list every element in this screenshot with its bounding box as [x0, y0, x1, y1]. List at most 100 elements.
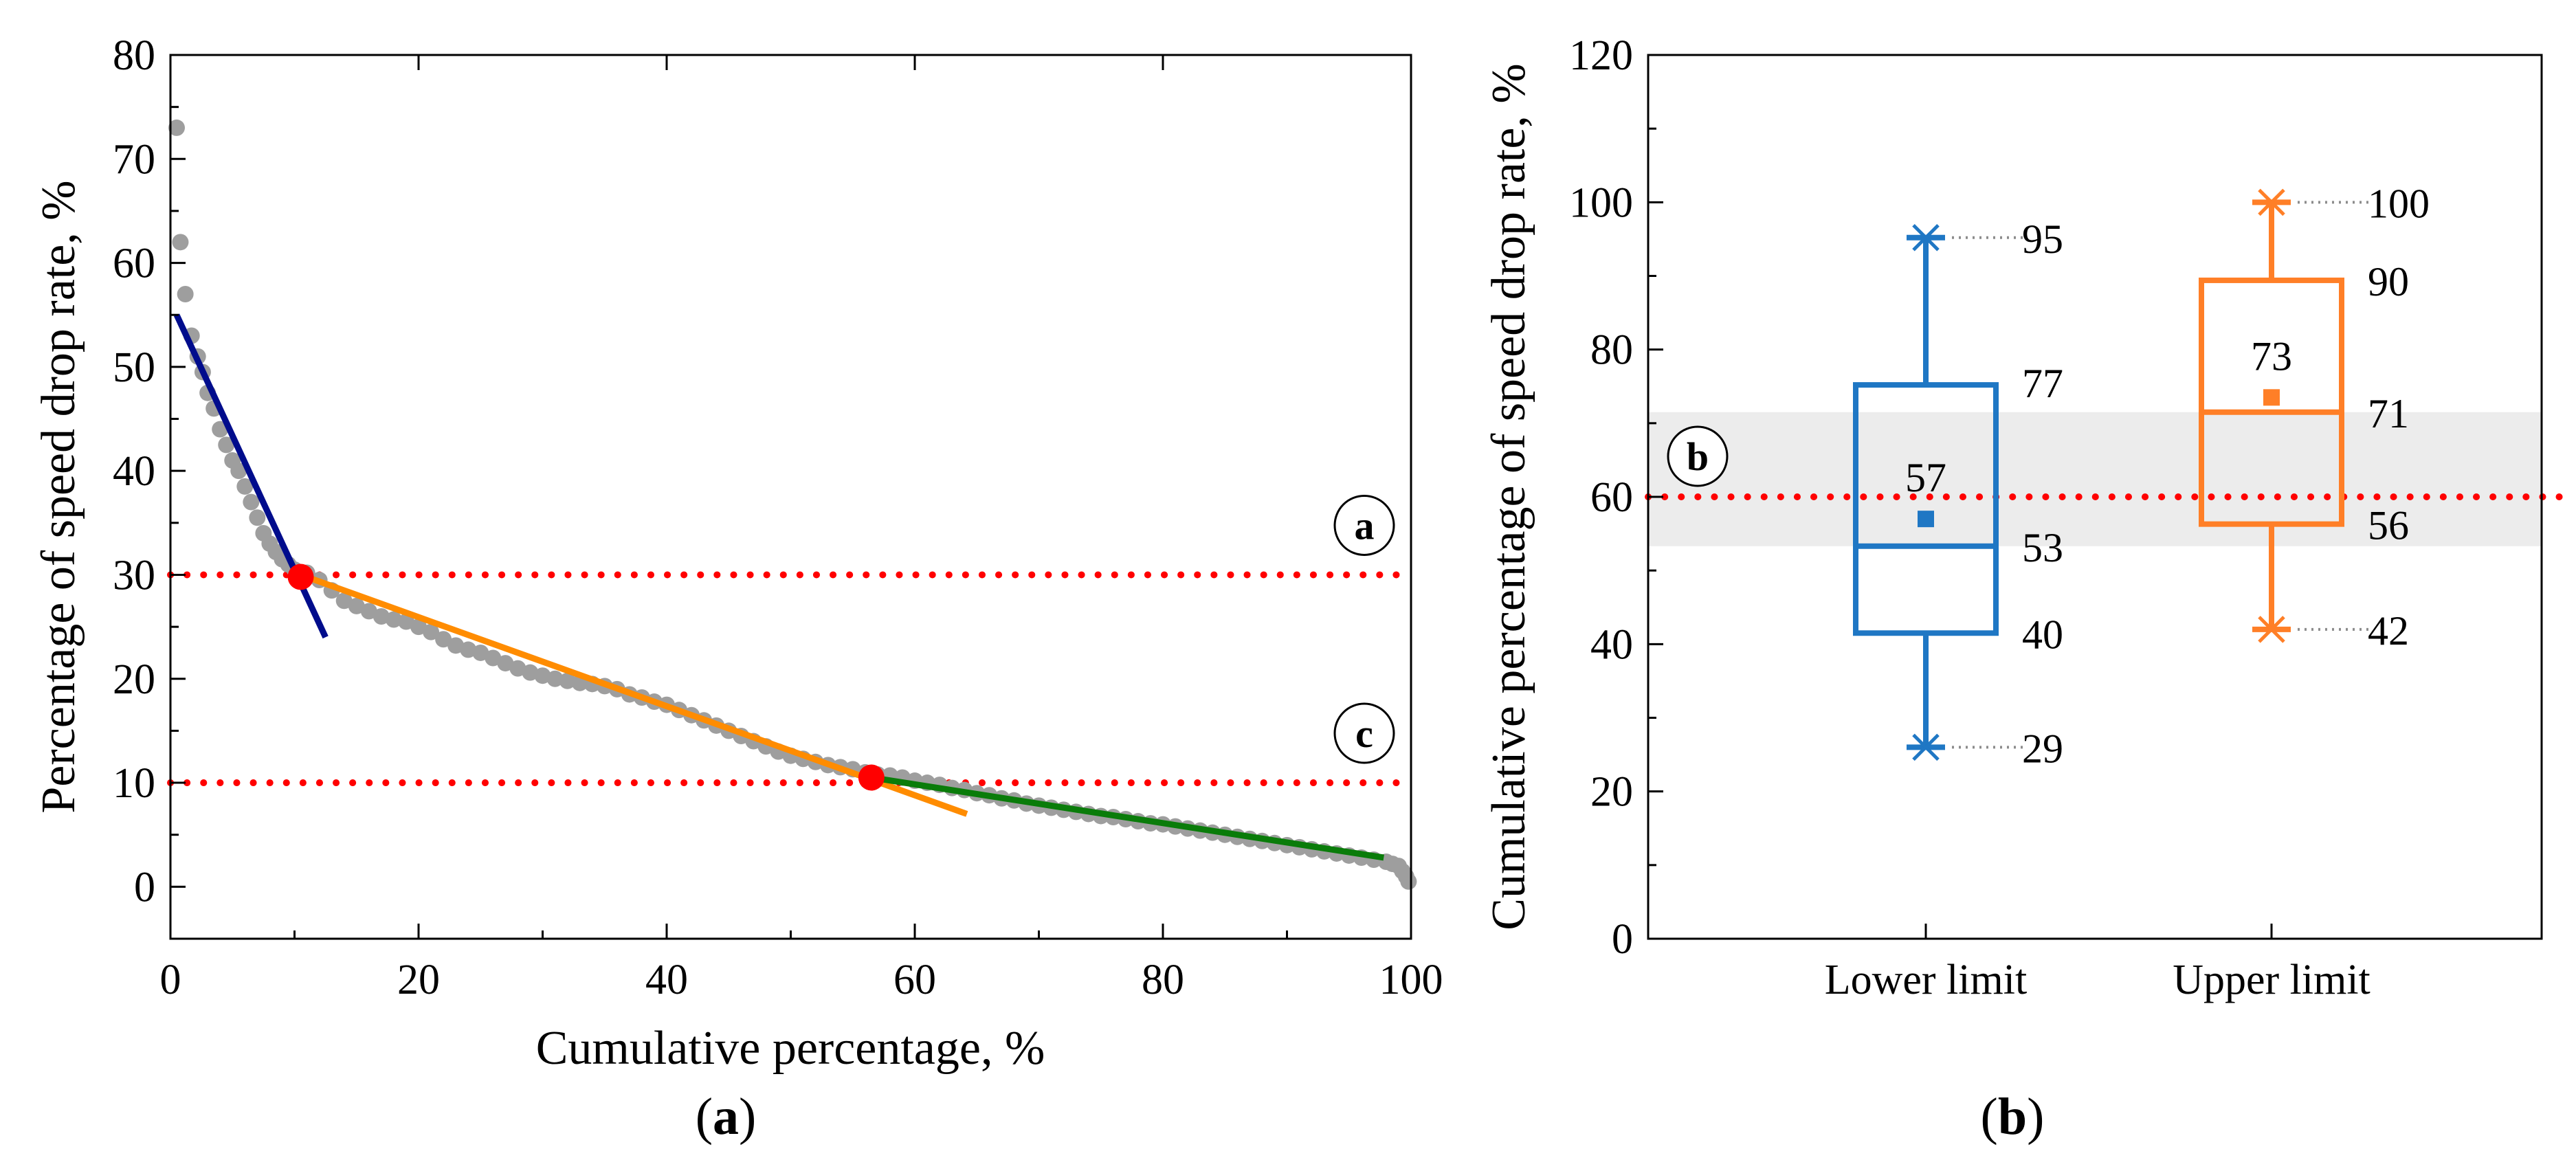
a-y-tick-label: 70: [113, 136, 155, 183]
a-scatter-point: [435, 631, 452, 648]
a-scatter-point: [360, 603, 377, 620]
a-scatter-point: [385, 611, 402, 628]
b-label-max: 100: [2368, 181, 2430, 226]
a-panel-letter: a: [713, 1088, 739, 1146]
a-scatter-point: [397, 613, 414, 630]
b-shaded-band-rect: [1648, 412, 2542, 546]
b-mean-marker: [2263, 389, 2280, 406]
a-scatter-point: [423, 623, 440, 640]
a-panel-label: (a): [696, 1088, 757, 1146]
b-extreme-marker-stroke: [1912, 224, 1940, 252]
a-fit-lines: [173, 313, 1384, 861]
a-circle-label-c-ring: [1333, 702, 1395, 764]
a-breakpoints: [287, 564, 885, 791]
b-label-max: 95: [2022, 216, 2063, 262]
a-fit-3-line: [871, 774, 1384, 861]
a-scatter-point: [534, 667, 551, 684]
b-circled-labels: b: [1667, 425, 1729, 487]
b-panel-letter: b: [1998, 1088, 2027, 1146]
a-x-tick-label: 0: [160, 957, 181, 1003]
a-panel-label-open: (: [696, 1088, 713, 1146]
b-y-tick-label: 60: [1590, 474, 1633, 521]
b-y-tick-label: 120: [1569, 32, 1633, 79]
b-label-median: 71: [2368, 391, 2409, 436]
b-x-axis: Lower limit Upper limit: [1825, 924, 2370, 1003]
b-box-rect: [2199, 277, 2344, 527]
b-x-category-label: Upper limit: [2173, 957, 2370, 1003]
b-shaded-band: [1648, 412, 2542, 546]
b-y-axis-label: Cumulative percentage of speed drop rate…: [1483, 63, 1535, 930]
a-y-tick-label: 20: [113, 656, 155, 703]
b-box-lower-limit: [1853, 224, 1999, 761]
a-y-tick-label: 30: [113, 552, 155, 599]
b-circle-label-b-ring: [1667, 425, 1729, 487]
a-plot-frame: [169, 54, 1412, 940]
a-x-tick-label: 40: [645, 957, 688, 1003]
b-y-tick-label: 100: [1569, 179, 1633, 226]
a-circle-label-c: c: [1355, 711, 1373, 756]
a-y-tick-label: 60: [113, 241, 155, 287]
a-scatter-point: [348, 597, 365, 614]
a-scatter-point: [472, 644, 489, 661]
a-y-tick-label: 10: [113, 760, 155, 807]
a-x-tick-label: 80: [1142, 957, 1184, 1003]
a-scatter-point: [522, 664, 539, 681]
a-x-tick-label: 20: [397, 957, 440, 1003]
b-label-q3: 77: [2022, 361, 2063, 406]
b-x-category-label: Lower limit: [1825, 957, 2027, 1003]
a-y-axis: 0 10 20 30 40 50 60 70 80: [113, 32, 186, 940]
a-scatter-point: [172, 234, 189, 251]
a-x-tick-label: 60: [893, 957, 936, 1003]
b-label-q3: 90: [2368, 259, 2409, 304]
a-panel-label-close: ): [739, 1088, 756, 1146]
b-panel-label: (b): [1981, 1088, 2045, 1146]
panel-b-chart: 0 20 40 60 80 100 120 Lower limit Upper limit 9…: [1483, 32, 2576, 1146]
b-value-annotations: 95 77 53 40 29 57 100 90 71 56 42 73: [1905, 181, 2430, 771]
a-scatter-point: [410, 618, 427, 636]
a-x-axis-label: Cumulative percentage, %: [536, 1022, 1045, 1075]
b-box-rect: [1853, 382, 1999, 636]
a-scatter-point: [447, 637, 465, 654]
a-x-axis: 0 20 40 60 80 100: [160, 55, 1443, 1003]
b-box-upper-limit: [2199, 188, 2344, 643]
a-scatter-point: [373, 607, 390, 625]
a-fit-2-line: [300, 572, 968, 817]
a-y-tick-label: 50: [113, 344, 155, 391]
a-circle-label-a-ring: [1333, 494, 1395, 556]
a-scatter-point: [177, 285, 194, 302]
b-label-mean: 57: [1905, 455, 1946, 500]
a-y-tick-label: 0: [134, 864, 155, 911]
a-scatter-point: [1400, 873, 1417, 890]
b-box-plots: [1853, 188, 2344, 761]
a-scatter-point: [485, 649, 502, 667]
a-scatter-point: [218, 436, 235, 454]
b-label-q1: 56: [2368, 503, 2409, 548]
a-scatter-point: [236, 478, 254, 495]
b-label-mean: 73: [2251, 333, 2292, 379]
a-scatter-point: [559, 672, 576, 689]
b-extreme-marker-stroke: [1912, 733, 1940, 761]
b-y-tick-label: 20: [1590, 769, 1633, 816]
b-y-tick-label: 80: [1590, 327, 1633, 374]
b-extreme-marker-stroke: [2258, 616, 2285, 643]
a-scatter-point: [243, 493, 260, 511]
b-label-q1: 40: [2022, 612, 2063, 657]
a-y-tick-label: 40: [113, 448, 155, 495]
b-mean-marker: [1918, 511, 1934, 528]
b-panel-label-close: ): [2027, 1088, 2044, 1146]
b-label-min: 42: [2368, 608, 2409, 654]
a-circled-labels: ac: [1333, 494, 1395, 764]
a-scatter-point: [249, 509, 266, 526]
a-scatter-point: [168, 119, 186, 136]
b-extreme-marker-stroke: [2258, 188, 2285, 216]
a-scatter-point: [509, 660, 526, 677]
b-y-tick-label: 0: [1612, 916, 1633, 963]
a-y-axis-label: Percentage of speed drop rate, %: [32, 180, 85, 813]
b-label-min: 29: [2022, 726, 2063, 771]
b-panel-label-open: (: [1981, 1088, 1998, 1146]
a-scatter-point: [230, 462, 247, 480]
b-y-axis: 0 20 40 60 80 100 120: [1569, 32, 1663, 963]
a-scatter-point: [497, 655, 514, 672]
